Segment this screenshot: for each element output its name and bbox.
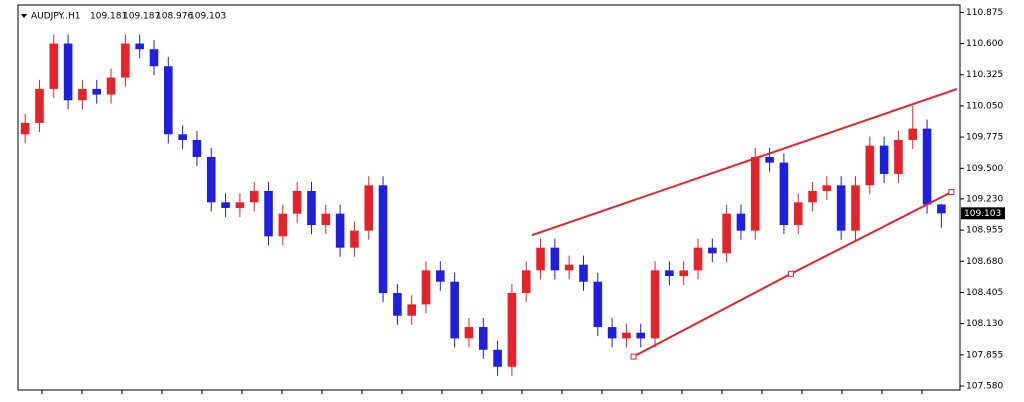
y-tick-label: 108.405 — [966, 288, 1003, 298]
candle-body — [249, 190, 259, 203]
trend-line — [531, 87, 958, 237]
candle-body — [178, 134, 187, 140]
candle-body — [450, 281, 459, 339]
symbol-menu-arrow[interactable] — [21, 14, 27, 18]
candle-body — [493, 349, 502, 367]
price-tag-label: 109.103 — [964, 209, 1001, 219]
candle-body — [264, 190, 273, 237]
candle-body — [507, 293, 517, 367]
candle-body — [564, 264, 574, 271]
y-tick-label: 110.875 — [966, 8, 1003, 18]
y-tick-label: 109.500 — [966, 164, 1003, 174]
y-tick-label: 108.680 — [966, 257, 1003, 267]
candle-body — [49, 43, 59, 89]
y-tick-label: 108.130 — [966, 319, 1003, 329]
candle-body — [879, 145, 889, 174]
candle-body — [206, 156, 216, 203]
candle-body — [378, 185, 388, 294]
header-open: 109.181 — [90, 12, 127, 22]
candle-body — [149, 49, 159, 67]
candle-body — [636, 332, 646, 339]
candle-body — [321, 213, 331, 225]
trend-anchor — [630, 353, 637, 360]
candle-body — [922, 128, 932, 205]
header-close: 109.103 — [189, 12, 226, 22]
y-tick-label: 110.325 — [966, 70, 1003, 80]
candle-body — [78, 88, 87, 101]
candle-body — [278, 213, 288, 237]
header-high: 109.187 — [123, 12, 160, 22]
candle-body — [665, 270, 674, 277]
candle-body — [436, 270, 445, 282]
candle-body — [164, 66, 173, 135]
candle-body — [708, 247, 717, 254]
candle-body — [736, 213, 746, 231]
candle-body — [235, 202, 245, 208]
candle-body — [307, 190, 316, 225]
trend-anchor — [788, 270, 795, 277]
candle-body — [607, 327, 617, 339]
candle-body — [579, 264, 588, 282]
trend-anchor — [948, 189, 955, 196]
candle-body — [106, 77, 116, 95]
price-tag — [961, 207, 1005, 220]
candle-body — [63, 43, 73, 101]
y-tick-label: 107.855 — [966, 350, 1003, 360]
candle-body — [292, 190, 302, 214]
candle-body — [650, 270, 660, 339]
candle-body — [550, 247, 560, 271]
candle-body — [679, 270, 688, 277]
candle-body — [536, 247, 545, 271]
candle-body — [192, 139, 202, 157]
candle-body — [121, 43, 130, 78]
y-tick-label: 107.580 — [966, 382, 1003, 392]
candle-body — [750, 156, 760, 231]
candle-body — [350, 230, 359, 248]
plot-frame — [17, 4, 961, 391]
candle-body — [722, 213, 731, 254]
candle-body — [221, 202, 230, 208]
candle-body — [35, 88, 44, 123]
candle-body — [622, 332, 631, 339]
header-low: 108.976 — [156, 12, 193, 22]
y-tick-label: 109.230 — [966, 194, 1003, 204]
candle-body — [593, 281, 603, 328]
candle-body — [135, 43, 144, 50]
candle-body — [793, 202, 803, 225]
candle-body — [521, 270, 531, 294]
candle-body — [865, 145, 875, 186]
y-tick-label: 108.955 — [966, 226, 1003, 236]
y-tick-label: 110.600 — [966, 39, 1003, 49]
candle-body — [335, 213, 345, 248]
candle-body — [393, 293, 402, 316]
candle-body — [851, 185, 860, 231]
candle-body — [836, 185, 846, 231]
candle-body — [364, 185, 374, 231]
candle-body — [765, 156, 774, 163]
candle-body — [894, 139, 903, 174]
candle-body — [822, 185, 832, 191]
candle-body — [478, 327, 488, 350]
candle-body — [808, 190, 817, 203]
candle-body — [693, 247, 703, 271]
y-tick-label: 109.775 — [966, 133, 1003, 143]
candle-body — [421, 270, 431, 305]
candle-body — [92, 88, 102, 95]
candle-body — [937, 204, 946, 214]
candle-body — [908, 128, 918, 140]
symbol-label: AUDJPY..H1 — [31, 12, 80, 22]
candle-body — [464, 327, 474, 339]
y-tick-label: 110.050 — [966, 101, 1003, 111]
candle-body — [20, 122, 30, 135]
candle-body — [407, 304, 416, 316]
candle-body — [779, 162, 789, 225]
